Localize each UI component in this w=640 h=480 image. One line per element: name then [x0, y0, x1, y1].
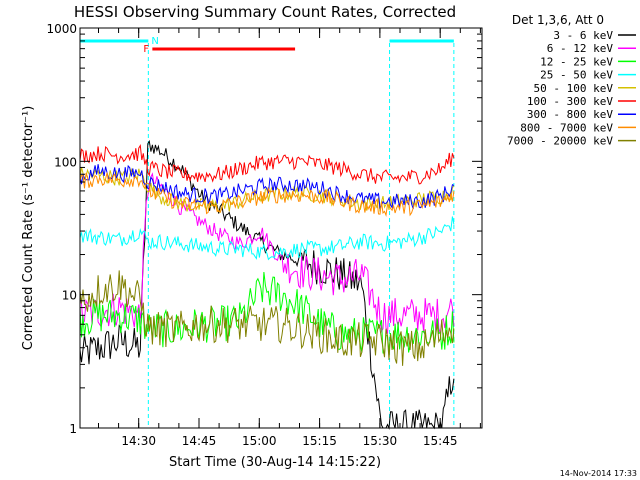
flag-label-n: N	[151, 36, 158, 47]
legend-label: 50 - 100 keV	[534, 82, 614, 95]
x-tick-label: 15:45	[423, 434, 458, 448]
flag-label-f: F	[143, 44, 149, 55]
legend-label: 3 - 6 keV	[553, 29, 613, 42]
legend-label: 7000 - 20000 keV	[507, 135, 613, 148]
y-tick-label: 10	[62, 289, 77, 303]
series-line-4	[79, 216, 455, 261]
legend-title: Det 1,3,6, Att 0	[512, 13, 604, 27]
legend-label: 300 - 800 keV	[527, 108, 613, 121]
y-axis-label: Corrected Count Rate (s⁻¹ detector⁻¹)	[21, 106, 36, 351]
flag-bar-n	[80, 39, 149, 43]
legend-label: 12 - 25 keV	[540, 55, 613, 68]
series-line-8	[79, 172, 455, 217]
legend-label: 800 - 7000 keV	[520, 121, 613, 134]
x-tick-label: 14:45	[182, 434, 217, 448]
legend-label: 100 - 300 keV	[527, 95, 613, 108]
y-tick-label: 1000	[46, 22, 77, 36]
flag-bar-n	[389, 39, 454, 43]
legend-label: 6 - 12 keV	[547, 42, 614, 55]
x-tick-label: 15:00	[242, 434, 277, 448]
x-tick-label: 15:30	[363, 434, 398, 448]
chart-title: HESSI Observing Summary Count Rates, Cor…	[74, 3, 456, 21]
y-tick-label: 100	[54, 155, 77, 169]
x-tick-label: 15:15	[302, 434, 337, 448]
series-line-2	[79, 172, 455, 334]
legend-label: 25 - 50 keV	[540, 69, 613, 82]
flag-bar-f	[152, 47, 296, 51]
x-tick-label: 14:30	[121, 434, 156, 448]
axis-ticks: 1 10 100 1000 14:30 14:45 15:00 15:15 15:30 15:45	[46, 22, 482, 448]
series-line-9	[79, 270, 455, 366]
x-axis-label: Start Time (30-Aug-14 14:15:22)	[169, 455, 381, 470]
plot-frame	[79, 27, 483, 429]
y-tick-label: 1	[69, 422, 77, 436]
series-line-7	[79, 164, 455, 210]
plot-area: NF	[79, 36, 455, 430]
timestamp: 14-Nov-2014 17:33	[560, 469, 637, 478]
series-line-6	[79, 143, 455, 185]
